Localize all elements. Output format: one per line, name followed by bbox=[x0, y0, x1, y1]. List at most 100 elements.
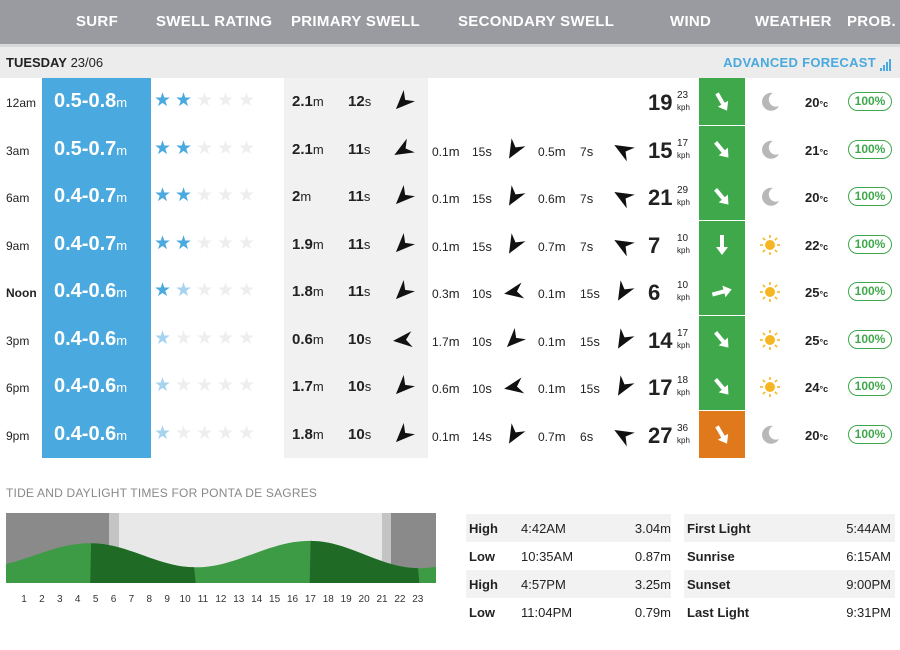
primary-swell-height: 0.6m bbox=[292, 330, 324, 348]
tide-falling-band bbox=[90, 543, 196, 583]
tide-height: 0.87m bbox=[634, 549, 671, 564]
tide-row: Low 11:04PM 0.79m bbox=[466, 598, 671, 626]
swell-direction-icon bbox=[618, 375, 635, 396]
secondary-swell-height: 0.5m bbox=[538, 143, 566, 159]
wind-unit: kph bbox=[677, 150, 690, 160]
primary-swell-period: 11s bbox=[348, 235, 371, 253]
tide-hour-label: 18 bbox=[322, 594, 334, 605]
tide-hour-axis: 1 2 3 4 5 6 7 8 9 10 11 12 13 14 15 16 17 18 19 20 21 22 23 bbox=[6, 594, 436, 608]
wind-speed: 21 bbox=[648, 185, 673, 210]
tide-hour-label: 2 bbox=[39, 594, 45, 605]
daylight-time: 5:44AM bbox=[846, 521, 891, 536]
star-icon: ★ bbox=[196, 137, 214, 159]
swell-direction-icon bbox=[506, 327, 527, 347]
star-icon: ★ bbox=[238, 90, 256, 111]
surf-height: 0.4-0.6m bbox=[54, 327, 128, 350]
wind-direction-icon bbox=[714, 378, 729, 395]
wind-unit: kph bbox=[677, 388, 690, 397]
star-icon: ★ bbox=[217, 375, 235, 396]
star-icon: ★ bbox=[217, 422, 235, 444]
header-surf: SURF bbox=[76, 13, 119, 30]
swell-direction-icon bbox=[504, 282, 525, 299]
wind-direction-icon bbox=[716, 234, 728, 255]
forecast-row: 12am 0.5-0.8m ★ ★ ★ ★ ★ 2.1m 12s 19 23 kph 20°c 100% bbox=[0, 78, 900, 125]
secondary-swell-period: 10s bbox=[472, 333, 492, 349]
secondary-swell-period: 7s bbox=[580, 238, 594, 254]
forecast-row: 9pm 0.4-0.6m ★ ★ ★ ★ ★ 1.8m 10s 0.1m 14s 0.7m 6s 27 36… bbox=[0, 410, 900, 458]
probability-badge: 100% bbox=[848, 329, 892, 349]
row-time: 3am bbox=[6, 143, 30, 158]
wind-rating-box bbox=[699, 410, 745, 458]
primary-swell-height: 1.9m bbox=[292, 235, 324, 253]
swell-direction-icon bbox=[393, 330, 413, 347]
moon-icon bbox=[762, 425, 779, 444]
header-prob: PROB. bbox=[847, 13, 897, 30]
daylight-label: Last Light bbox=[687, 605, 750, 620]
wind-rating-box bbox=[699, 315, 745, 363]
surf-height: 0.4-0.6m bbox=[54, 280, 128, 302]
row-time: 9pm bbox=[6, 428, 30, 443]
swell-direction-icon bbox=[509, 185, 526, 206]
swell-direction-icon bbox=[395, 374, 416, 395]
surf-height: 0.4-0.6m bbox=[54, 375, 128, 397]
secondary-swell-height: 0.3m bbox=[432, 286, 460, 301]
tide-height: 3.25m bbox=[634, 577, 671, 592]
wind-unit: kph bbox=[677, 103, 690, 112]
wind-gust: 17 bbox=[677, 137, 689, 149]
temperature: 20°c bbox=[805, 95, 829, 110]
daylight-row: First Light 5:44AM bbox=[684, 514, 895, 542]
daylight-times-table: First Light 5:44AM Sunrise 6:15AM Sunset 9:00… bbox=[684, 514, 895, 626]
star-icon: ★ bbox=[217, 137, 235, 159]
tide-time: 4:57PM bbox=[521, 577, 566, 592]
tide-hour-label: 22 bbox=[394, 594, 406, 605]
surf-height: 0.5-0.8m bbox=[54, 90, 128, 112]
row-time: 12am bbox=[6, 96, 37, 110]
tide-hour-label: 20 bbox=[358, 594, 370, 605]
star-icon: ★ bbox=[154, 90, 172, 111]
wind-unit: kph bbox=[677, 435, 690, 445]
daylight-row: Last Light 9:31PM bbox=[684, 598, 895, 626]
wind-gust: 18 bbox=[677, 375, 689, 386]
tide-row: Low 10:35AM 0.87m bbox=[466, 542, 671, 570]
star-icon: ★ bbox=[154, 280, 172, 301]
wind-unit: kph bbox=[677, 245, 690, 255]
wind-unit: kph bbox=[677, 198, 690, 207]
secondary-swell-period: 7s bbox=[580, 191, 594, 206]
moon-icon bbox=[762, 140, 779, 159]
wind-rating-box bbox=[699, 220, 745, 268]
secondary-swell-height: 0.1m bbox=[538, 286, 566, 301]
star-icon: ★ bbox=[175, 422, 193, 444]
swell-direction-icon bbox=[618, 280, 635, 301]
table-header: SURF SWELL RATING PRIMARY SWELL SECONDAR… bbox=[0, 0, 900, 44]
tide-falling-band bbox=[309, 540, 420, 583]
star-icon: ★ bbox=[217, 327, 235, 349]
advanced-forecast-label: ADVANCED FORECAST bbox=[723, 55, 876, 70]
probability-badge: 100% bbox=[848, 92, 892, 111]
secondary-swell-period: 6s bbox=[580, 428, 594, 444]
probability-badge: 100% bbox=[848, 234, 892, 254]
wind-direction-icon bbox=[714, 140, 729, 158]
row-time: 3pm bbox=[6, 333, 30, 348]
primary-swell-period: 11s bbox=[348, 188, 371, 205]
secondary-swell-height: 0.7m bbox=[538, 238, 566, 254]
secondary-swell-period: 15s bbox=[580, 286, 600, 301]
wind-rating-box bbox=[699, 78, 745, 125]
advanced-forecast-link[interactable]: ADVANCED FORECAST bbox=[723, 55, 892, 71]
row-time: 6am bbox=[6, 191, 30, 205]
tide-type: Low bbox=[469, 549, 495, 564]
secondary-swell-period: 14s bbox=[472, 428, 492, 444]
swell-rating-stars: ★ ★ ★ ★ ★ bbox=[154, 281, 259, 301]
tide-hour-label: 21 bbox=[376, 594, 388, 605]
temperature: 21°c bbox=[805, 142, 829, 158]
swell-rating-stars: ★ ★ ★ ★ ★ bbox=[154, 422, 259, 444]
wind-speed: 6 bbox=[648, 280, 661, 305]
secondary-swell-period: 10s bbox=[472, 286, 492, 301]
temperature: 20°c bbox=[805, 190, 829, 205]
swell-rating-stars: ★ ★ ★ ★ ★ bbox=[154, 137, 259, 159]
tide-row: High 4:57PM 3.25m bbox=[466, 570, 671, 598]
tide-time: 10:35AM bbox=[521, 549, 574, 564]
swell-direction-icon bbox=[395, 89, 416, 110]
primary-swell-period: 11s bbox=[348, 140, 371, 158]
tide-hour-label: 19 bbox=[340, 594, 352, 605]
tide-hour-label: 9 bbox=[164, 594, 170, 605]
